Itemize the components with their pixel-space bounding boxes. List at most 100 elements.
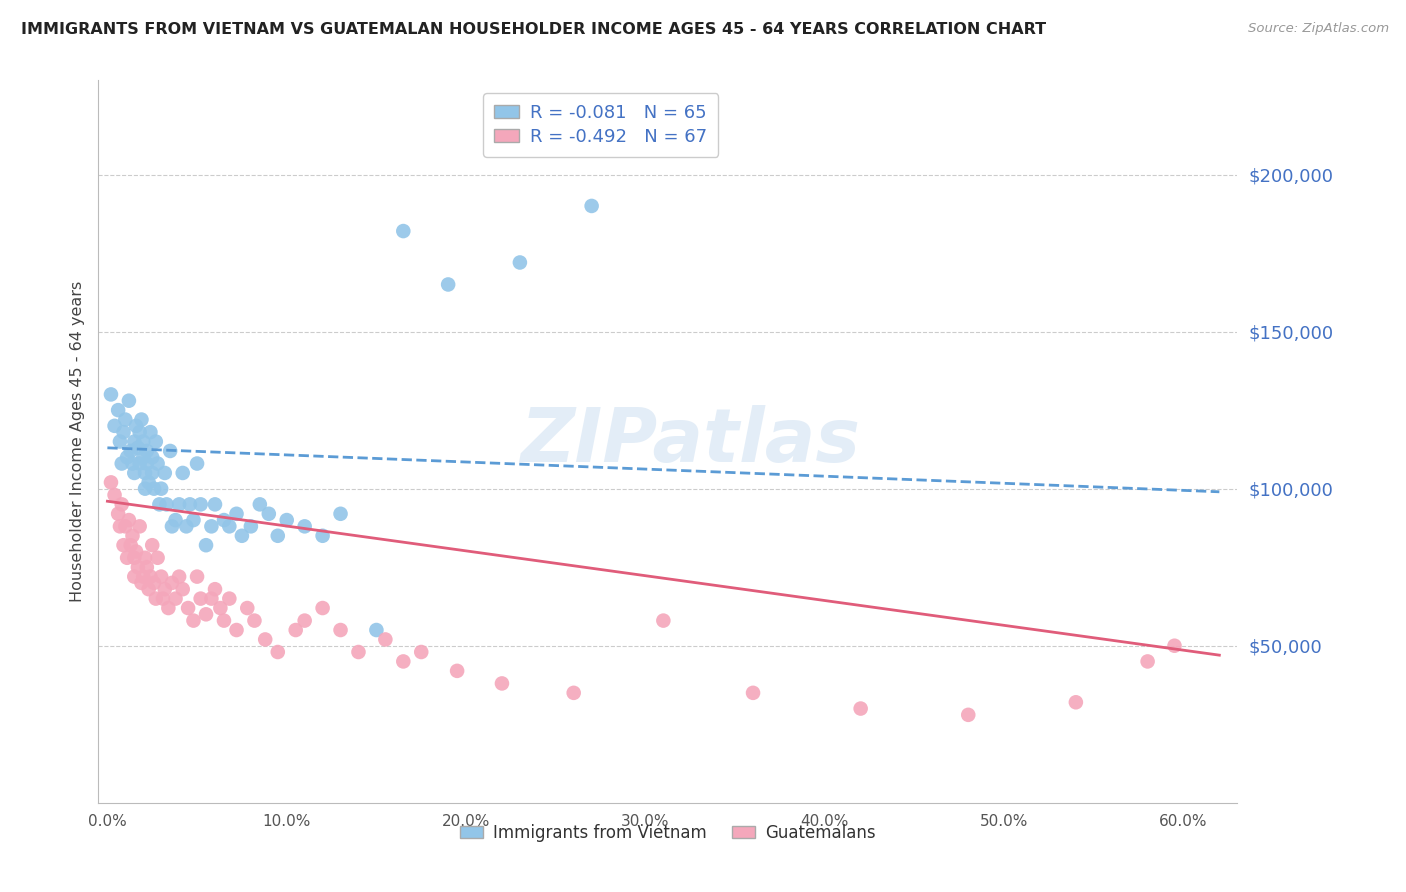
Point [212, 513, 235, 527]
Point [225, 507, 247, 521]
Point [374, 632, 396, 647]
Point [329, 507, 352, 521]
Point [172, 466, 194, 480]
Point [190, 497, 212, 511]
Text: IMMIGRANTS FROM VIETNAM VS GUATEMALAN HOUSEHOLDER INCOME AGES 45 - 64 YEARS CORR: IMMIGRANTS FROM VIETNAM VS GUATEMALAN HO… [21, 22, 1046, 37]
Point [115, 450, 138, 465]
Point [135, 560, 157, 574]
Point [204, 582, 226, 597]
Point [127, 441, 149, 455]
Point [183, 513, 205, 527]
Point [157, 601, 180, 615]
Point [155, 497, 177, 511]
Point [134, 482, 156, 496]
Point [267, 645, 290, 659]
Point [195, 607, 218, 622]
Point [1163, 639, 1185, 653]
Point [108, 519, 131, 533]
Point [125, 544, 148, 558]
Point [132, 569, 155, 583]
Point [491, 676, 513, 690]
Text: Source: ZipAtlas.com: Source: ZipAtlas.com [1249, 22, 1389, 36]
Point [128, 519, 150, 533]
Point [652, 614, 675, 628]
Point [153, 466, 176, 480]
Point [257, 507, 280, 521]
Point [176, 519, 198, 533]
Point [131, 575, 153, 590]
Point [111, 457, 134, 471]
Point [294, 614, 316, 628]
Point [146, 457, 169, 471]
Point [392, 655, 415, 669]
Point [120, 444, 142, 458]
Point [112, 538, 135, 552]
Point [135, 457, 157, 471]
Point [167, 497, 190, 511]
Point [411, 645, 433, 659]
Point [125, 418, 148, 433]
Point [276, 513, 298, 527]
Point [392, 224, 415, 238]
Point [120, 538, 142, 552]
Point [957, 707, 980, 722]
Point [148, 497, 170, 511]
Point [118, 393, 141, 408]
Point [562, 686, 585, 700]
Point [111, 497, 134, 511]
Point [165, 513, 187, 527]
Point [284, 623, 307, 637]
Point [107, 403, 129, 417]
Point [446, 664, 468, 678]
Point [311, 601, 333, 615]
Y-axis label: Householder Income Ages 45 - 64 years: Householder Income Ages 45 - 64 years [69, 281, 84, 602]
Point [153, 582, 176, 597]
Point [160, 575, 183, 590]
Point [159, 444, 181, 458]
Point [150, 569, 173, 583]
Point [138, 475, 160, 490]
Point [134, 550, 156, 565]
Point [311, 529, 333, 543]
Point [294, 519, 316, 533]
Point [146, 550, 169, 565]
Point [267, 529, 290, 543]
Point [107, 507, 129, 521]
Point [509, 255, 531, 269]
Point [127, 560, 149, 574]
Point [167, 569, 190, 583]
Point [118, 513, 141, 527]
Point [1064, 695, 1087, 709]
Point [108, 434, 131, 449]
Point [160, 519, 183, 533]
Point [366, 623, 388, 637]
Point [249, 497, 271, 511]
Point [128, 457, 150, 471]
Point [139, 425, 162, 439]
Point [177, 601, 200, 615]
Point [135, 444, 157, 458]
Point [150, 482, 173, 496]
Point [581, 199, 603, 213]
Point [212, 614, 235, 628]
Point [141, 538, 163, 552]
Point [172, 582, 194, 597]
Point [254, 632, 277, 647]
Point [190, 591, 212, 606]
Point [1136, 655, 1159, 669]
Point [114, 412, 136, 426]
Point [165, 591, 187, 606]
Point [200, 519, 222, 533]
Point [103, 418, 125, 433]
Point [100, 387, 122, 401]
Point [143, 575, 166, 590]
Point [209, 601, 232, 615]
Point [128, 425, 150, 439]
Point [143, 482, 166, 496]
Text: ZIPatlas: ZIPatlas [520, 405, 860, 478]
Point [121, 457, 143, 471]
Point [186, 457, 208, 471]
Point [124, 550, 146, 565]
Point [141, 466, 163, 480]
Point [243, 614, 266, 628]
